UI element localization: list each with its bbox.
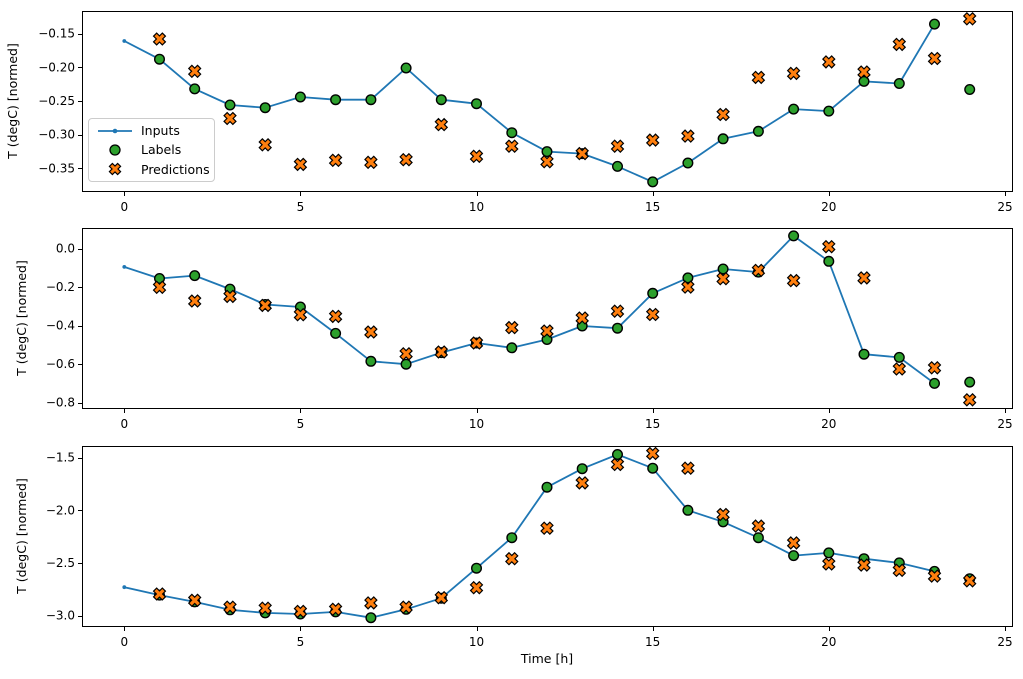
- x-tick-label: 0: [120, 200, 128, 214]
- y-tick-label: −0.8: [46, 396, 75, 410]
- y-tick-label: −0.30: [38, 128, 75, 142]
- labels-circle-icon: [109, 144, 121, 156]
- x-tick-label: 15: [645, 417, 660, 431]
- y-tick-label: −2.5: [46, 556, 75, 570]
- x-tick-label: 10: [469, 635, 484, 649]
- labels-circle-markers: [153, 449, 976, 624]
- labels-circle-markers: [153, 230, 976, 389]
- inputs-line-icon: [98, 128, 132, 133]
- predictions-x-markers: [152, 239, 977, 407]
- x-tick-label: 15: [645, 200, 660, 214]
- y-tick-label: −0.20: [38, 60, 75, 74]
- y-axis-title: T (degC) [normed]: [14, 260, 29, 377]
- predictions-x-icon: [108, 162, 122, 176]
- x-tick-label: 20: [821, 417, 836, 431]
- axes-frame: [82, 228, 1013, 409]
- x-axis-ticks: 0 5 10 15 20 25: [120, 192, 1013, 214]
- inputs-line: [123, 23, 936, 183]
- x-axis-title: Time [h]: [520, 651, 574, 666]
- x-tick-label: 10: [469, 200, 484, 214]
- x-tick-label: 0: [120, 635, 128, 649]
- subplot-2: 0 5 10 15 20 25 0.0 −0.2 −0.4 −0.6 −0.8 T (degC) [n…: [14, 228, 1013, 431]
- legend-item-inputs: Inputs: [96, 121, 214, 140]
- inputs-line: [123, 453, 936, 619]
- y-axis-title: T (degC) [normed]: [14, 478, 29, 595]
- x-tick-label: 25: [997, 200, 1012, 214]
- x-tick-label: 0: [120, 417, 128, 431]
- y-tick-label: −1.5: [46, 451, 75, 465]
- subplot-1: 0 5 10 15 20 25 −0.15 −0.20 −0.25 −0.30 −0.35 T (de…: [5, 11, 1013, 214]
- legend-label-labels: Labels: [141, 142, 182, 158]
- x-tick-label: 5: [297, 417, 305, 431]
- x-tick-label: 25: [997, 635, 1012, 649]
- y-tick-label: −0.35: [38, 161, 75, 175]
- predictions-x-markers: [152, 12, 977, 172]
- legend: Inputs Labels Predictions: [88, 118, 215, 182]
- y-tick-label: −0.2: [46, 280, 75, 294]
- legend-item-labels: Labels: [96, 140, 214, 159]
- y-tick-label: 0.0: [56, 242, 75, 256]
- inputs-dot-markers: [122, 234, 937, 386]
- y-tick-label: −0.4: [46, 319, 75, 333]
- y-tick-label: −3.0: [46, 609, 75, 623]
- x-axis-ticks: 0 5 10 15 20 25: [120, 627, 1013, 649]
- x-tick-label: 20: [821, 635, 836, 649]
- legend-label-inputs: Inputs: [141, 123, 180, 139]
- y-tick-label: −0.25: [38, 94, 75, 108]
- y-tick-label: −0.15: [38, 27, 75, 41]
- x-tick-label: 10: [469, 417, 484, 431]
- predictions-x-markers: [152, 446, 977, 619]
- inputs-line: [123, 234, 936, 385]
- x-axis-ticks: 0 5 10 15 20 25: [120, 409, 1013, 431]
- axes-frame: [82, 11, 1013, 192]
- legend-label-predictions: Predictions: [141, 161, 210, 177]
- x-tick-label: 5: [297, 635, 305, 649]
- y-tick-label: −2.0: [46, 503, 75, 517]
- x-tick-label: 25: [997, 417, 1012, 431]
- y-tick-label: −0.6: [46, 357, 75, 371]
- y-axis-ticks: −1.5 −2.0 −2.5 −3.0: [46, 451, 82, 623]
- x-tick-label: 15: [645, 635, 660, 649]
- y-axis-ticks: −0.15 −0.20 −0.25 −0.30 −0.35: [38, 27, 82, 175]
- axes-frame: [82, 446, 1013, 627]
- x-tick-label: 20: [821, 200, 836, 214]
- y-axis-title: T (degC) [normed]: [5, 43, 20, 160]
- legend-item-predictions: Predictions: [96, 160, 214, 179]
- x-tick-label: 5: [297, 200, 305, 214]
- inputs-dot-markers: [122, 22, 937, 184]
- subplot-3: 0 5 10 15 20 25 −1.5 −2.0 −2.5 −3.0 T (degC) [norm…: [14, 446, 1013, 649]
- inputs-dot-markers: [122, 452, 937, 620]
- y-axis-ticks: 0.0 −0.2 −0.4 −0.6 −0.8: [46, 242, 82, 410]
